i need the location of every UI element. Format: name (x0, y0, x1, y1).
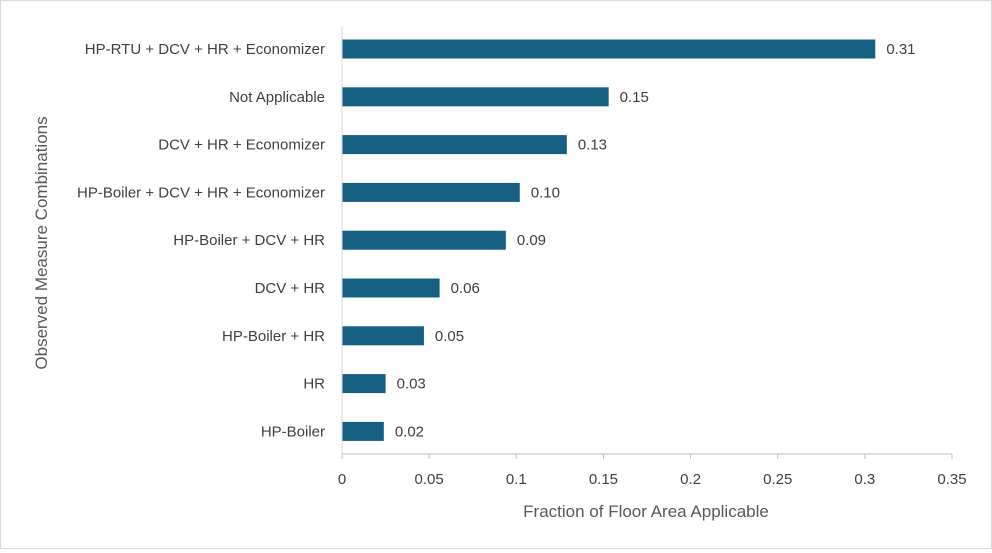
bar-value-label: 0.31 (886, 41, 915, 58)
bar-value-label: 0.15 (620, 89, 649, 106)
bar-value-label: 0.03 (397, 376, 426, 393)
category-label: HP-Boiler + DCV + HR (173, 232, 325, 249)
category-label: HP-Boiler + DCV + HR + Economizer (77, 184, 325, 201)
category-label: HP-Boiler (261, 423, 325, 440)
x-tick-label: 0.25 (763, 471, 792, 488)
bar-value-label: 0.09 (517, 232, 546, 249)
bar (342, 135, 567, 155)
bar (342, 39, 876, 59)
x-tick-label: 0 (338, 471, 346, 488)
bar (342, 230, 506, 250)
bar (342, 182, 520, 202)
x-tick-label: 0.3 (854, 471, 875, 488)
x-tick-label: 0.35 (937, 471, 966, 488)
bar-value-label: 0.13 (578, 137, 607, 154)
category-label: DCV + HR + Economizer (158, 137, 325, 154)
x-axis-title: Fraction of Floor Area Applicable (523, 502, 769, 521)
bar (342, 87, 609, 107)
x-tick-label: 0.15 (589, 471, 618, 488)
bar-value-label: 0.10 (531, 184, 560, 201)
bar-value-label: 0.02 (395, 423, 424, 440)
bar (342, 374, 386, 394)
bar (342, 326, 424, 346)
category-label: DCV + HR (255, 280, 326, 297)
bars-group (342, 39, 876, 441)
category-label: Not Applicable (229, 89, 325, 106)
x-tick-label: 0.1 (506, 471, 527, 488)
x-axis: 0 0.05 0.1 0.15 0.2 0.25 0.3 0.35 (338, 26, 967, 488)
value-labels-group: 0.31 0.15 0.13 0.10 0.09 0.06 0.05 0.03 0.02 (395, 41, 916, 440)
bar-value-label: 0.05 (435, 328, 464, 345)
y-axis-title: Observed Measure Combinations (32, 116, 51, 369)
x-tick-label: 0.05 (415, 471, 444, 488)
category-label: HR (303, 376, 325, 393)
x-tick-label: 0.2 (680, 471, 701, 488)
category-label: HP-Boiler + HR (222, 328, 325, 345)
bar (342, 278, 440, 298)
bar-value-label: 0.06 (451, 280, 480, 297)
category-labels-group: HP-RTU + DCV + HR + Economizer Not Applic… (77, 41, 325, 440)
category-label: HP-RTU + DCV + HR + Economizer (85, 41, 325, 58)
bar (342, 421, 384, 441)
